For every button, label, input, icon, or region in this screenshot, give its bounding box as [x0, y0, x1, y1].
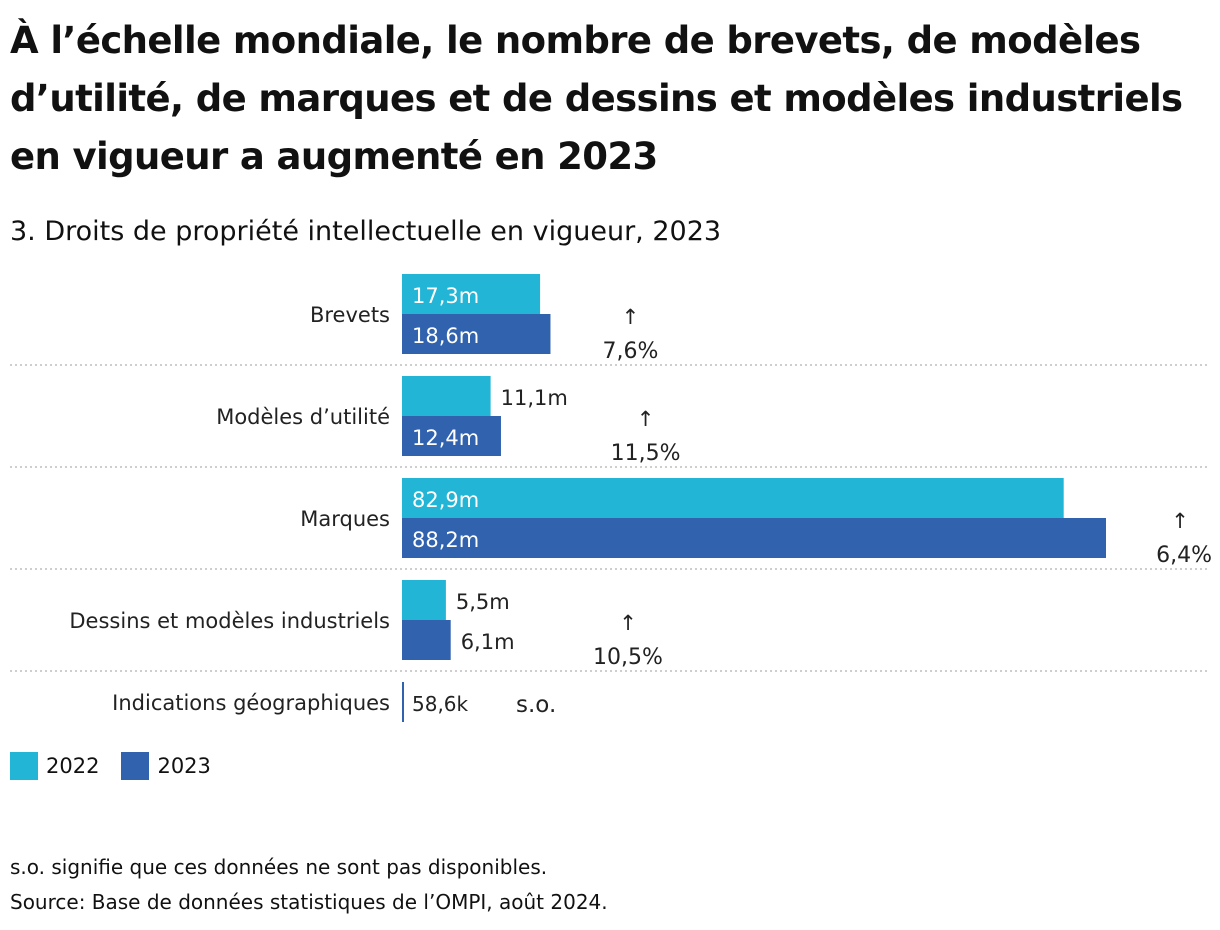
data-label-modeles-d-utilite-2022: 11,1m — [501, 386, 568, 410]
data-label-dessins-et-modeles-industriels-2023: 6,1m — [461, 630, 515, 654]
data-label-marques-2022: 82,9m — [412, 488, 479, 512]
growth-arrow-modeles-d-utilite: ↑ — [637, 407, 655, 431]
growth-arrow-dessins-et-modeles-industriels: ↑ — [619, 611, 637, 635]
category-label-dessins-et-modeles-industriels: Dessins et modèles industriels — [69, 609, 390, 633]
legend-label-2023: 2023 — [157, 754, 211, 778]
growth-label-modeles-d-utilite: 11,5% — [611, 441, 681, 466]
bar-chart: Brevets 17,3m 18,6m ↑ 7,6% Modèles d’utilité 1… — [10, 274, 1212, 722]
category-label-marques: Marques — [300, 507, 390, 531]
data-label-brevets-2022: 17,3m — [412, 284, 479, 308]
bar-marques-2023 — [402, 518, 1106, 558]
category-label-brevets: Brevets — [310, 303, 390, 327]
chart-subtitle: 3. Droits de propriété intellectuelle en… — [10, 216, 722, 247]
legend: 2022 2023 — [10, 752, 233, 780]
bar-dessins-et-modeles-industriels-2023 — [402, 620, 451, 660]
growth-label-brevets: 7,6% — [603, 339, 659, 364]
chart-title: À l’échelle mondiale, le nombre de breve… — [10, 19, 1183, 178]
bar-marques-2022 — [402, 478, 1064, 518]
growth-arrow-brevets: ↑ — [622, 305, 640, 329]
data-label-dessins-et-modeles-industriels-2022: 5,5m — [456, 590, 510, 614]
bar-brevets-2023 — [402, 314, 551, 354]
growth-label-indications-geographiques: s.o. — [516, 692, 556, 718]
bar-brevets-2022 — [402, 274, 541, 314]
data-label-marques-2023: 88,2m — [412, 528, 479, 552]
bar-indications-geographiques-2023 — [402, 682, 404, 722]
legend-swatch-2022 — [10, 752, 38, 780]
data-label-brevets-2023: 18,6m — [412, 324, 479, 348]
category-label-modeles-d-utilite: Modèles d’utilité — [216, 405, 390, 429]
growth-label-dessins-et-modeles-industriels: 10,5% — [593, 645, 663, 670]
data-label-indications-geographiques-2023: 58,6k — [412, 692, 469, 716]
bar-modeles-d-utilite-2022 — [402, 376, 491, 416]
growth-label-marques: 6,4% — [1156, 543, 1212, 568]
growth-arrow-marques: ↑ — [1171, 509, 1189, 533]
category-label-indications-geographiques: Indications géographiques — [112, 691, 390, 715]
legend-item-2022: 2022 — [10, 752, 99, 780]
data-label-modeles-d-utilite-2023: 12,4m — [412, 426, 479, 450]
footnote-na: s.o. signifie que ces données ne sont pa… — [10, 855, 548, 879]
legend-label-2022: 2022 — [46, 754, 100, 778]
footnote-source: Source: Base de données statistiques de … — [10, 890, 608, 914]
bar-dessins-et-modeles-industriels-2022 — [402, 580, 446, 620]
bar-modeles-d-utilite-2023 — [402, 416, 501, 456]
legend-item-2023: 2023 — [121, 752, 211, 780]
footnotes: s.o. signifie que ces données ne sont pa… — [10, 850, 608, 920]
legend-swatch-2023 — [121, 752, 150, 780]
